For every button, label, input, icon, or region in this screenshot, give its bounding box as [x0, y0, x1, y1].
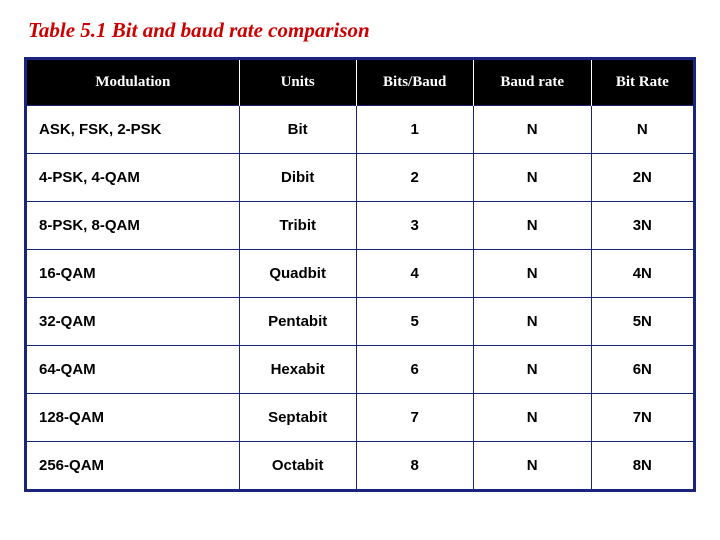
table-cell: 5N	[591, 298, 694, 346]
table-cell: 5	[356, 298, 473, 346]
table-cell: 7N	[591, 394, 694, 442]
table-cell: 128-QAM	[26, 394, 240, 442]
table-cell: 4N	[591, 250, 694, 298]
table-cell: 6	[356, 346, 473, 394]
table-cell: 3N	[591, 202, 694, 250]
table-row: 8-PSK, 8-QAMTribit3N3N	[26, 202, 695, 250]
table-cell: Pentabit	[239, 298, 356, 346]
table-cell: 16-QAM	[26, 250, 240, 298]
table-row: ASK, FSK, 2-PSKBit1NN	[26, 106, 695, 154]
table-cell: Bit	[239, 106, 356, 154]
table-cell: N	[473, 154, 591, 202]
table-cell: 8N	[591, 442, 694, 491]
table-row: 16-QAMQuadbit4N4N	[26, 250, 695, 298]
table-cell: N	[473, 106, 591, 154]
table-cell: Quadbit	[239, 250, 356, 298]
table-cell: N	[473, 394, 591, 442]
table-cell: Dibit	[239, 154, 356, 202]
table-cell: Septabit	[239, 394, 356, 442]
table-cell: 32-QAM	[26, 298, 240, 346]
table-caption: Table 5.1 Bit and baud rate comparison	[24, 18, 696, 43]
table-cell: N	[473, 298, 591, 346]
table-cell: N	[473, 202, 591, 250]
table-cell: N	[473, 250, 591, 298]
table-cell: 2	[356, 154, 473, 202]
header-row: Modulation Units Bits/Baud Baud rate Bit…	[26, 59, 695, 106]
col-bit-rate: Bit Rate	[591, 59, 694, 106]
table-cell: ASK, FSK, 2-PSK	[26, 106, 240, 154]
table-cell: 1	[356, 106, 473, 154]
table-cell: 256-QAM	[26, 442, 240, 491]
table-cell: 8-PSK, 8-QAM	[26, 202, 240, 250]
table-cell: 4	[356, 250, 473, 298]
table-row: 256-QAMOctabit8N8N	[26, 442, 695, 491]
table-row: 4-PSK, 4-QAMDibit2N2N	[26, 154, 695, 202]
table-cell: 4-PSK, 4-QAM	[26, 154, 240, 202]
col-modulation: Modulation	[26, 59, 240, 106]
table-row: 64-QAMHexabit6N6N	[26, 346, 695, 394]
table-cell: N	[591, 106, 694, 154]
table-cell: N	[473, 346, 591, 394]
col-baud-rate: Baud rate	[473, 59, 591, 106]
table-row: 32-QAMPentabit5N5N	[26, 298, 695, 346]
table-cell: Tribit	[239, 202, 356, 250]
table-cell: 8	[356, 442, 473, 491]
table-cell: N	[473, 442, 591, 491]
table-cell: Octabit	[239, 442, 356, 491]
table-cell: 2N	[591, 154, 694, 202]
table-cell: Hexabit	[239, 346, 356, 394]
table-cell: 7	[356, 394, 473, 442]
table-body: ASK, FSK, 2-PSKBit1NN4-PSK, 4-QAMDibit2N…	[26, 106, 695, 491]
comparison-table: Modulation Units Bits/Baud Baud rate Bit…	[24, 57, 696, 492]
col-units: Units	[239, 59, 356, 106]
table-row: 128-QAMSeptabit7N7N	[26, 394, 695, 442]
table-cell: 64-QAM	[26, 346, 240, 394]
table-cell: 3	[356, 202, 473, 250]
table-cell: 6N	[591, 346, 694, 394]
col-bits-baud: Bits/Baud	[356, 59, 473, 106]
